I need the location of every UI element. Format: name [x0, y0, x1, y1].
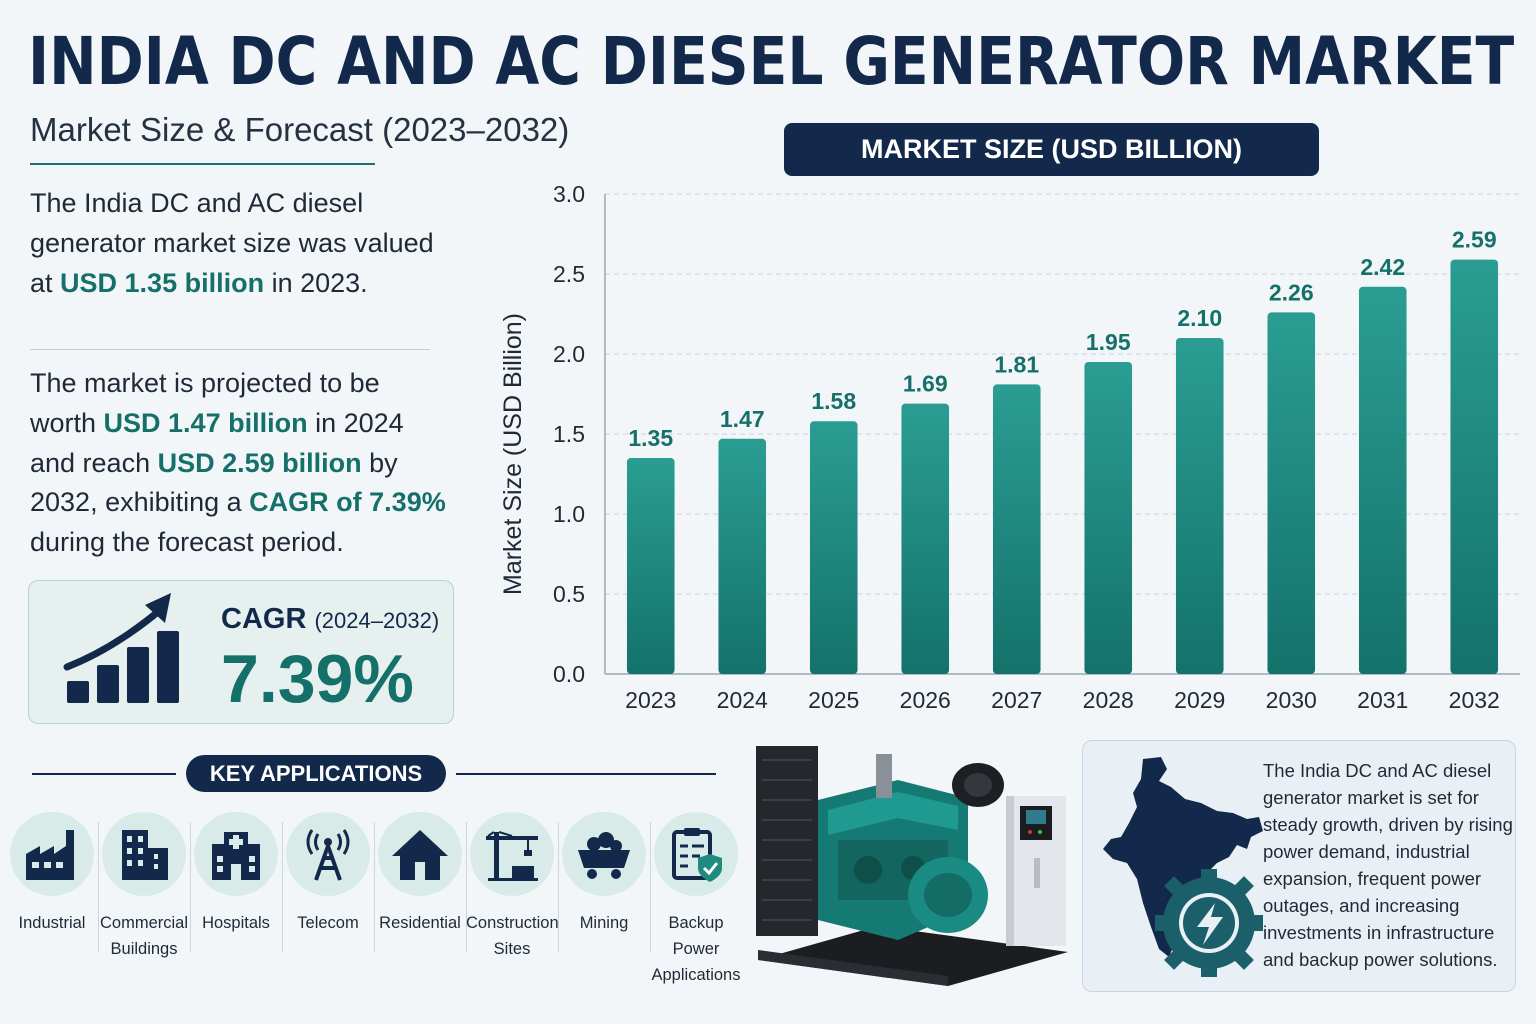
x-tick-label: 2031 [1357, 687, 1408, 713]
bar-2032 [1450, 259, 1499, 674]
application-hospitals: Hospitals [190, 812, 282, 936]
bar-2028 [1084, 362, 1133, 674]
summary-paragraph-1: The India DC and AC diesel generator mar… [30, 188, 434, 298]
bar-value-label: 2.10 [1177, 305, 1222, 331]
cagr-card: CAGR (2024–2032) 7.39% [28, 580, 454, 724]
x-tick-label: 2027 [991, 687, 1042, 713]
bar-2030 [1267, 312, 1316, 674]
summary-paragraph-2: The market is projected to be worth USD … [30, 368, 446, 558]
info-card: The India DC and AC diesel generator mar… [1082, 740, 1516, 992]
value-2024: USD 1.47 billion [103, 407, 308, 438]
x-tick-label: 2030 [1266, 687, 1317, 713]
growth-chart-icon [63, 593, 179, 703]
cagr-value: 7.39% [221, 641, 414, 717]
diesel-generator-image [756, 746, 1068, 986]
summary-divider [30, 349, 430, 350]
bar-2024 [718, 438, 767, 674]
mining-cart-icon [578, 832, 630, 879]
bar-value-label: 1.81 [994, 351, 1039, 377]
x-tick-label: 2028 [1083, 687, 1134, 713]
bar-2026 [901, 403, 950, 674]
india-map-icon [1103, 757, 1263, 977]
bar-value-label: 1.35 [628, 425, 673, 451]
app-divider [558, 822, 559, 952]
bar-value-label: 2.59 [1452, 227, 1497, 253]
page-subtitle: Market Size & Forecast (2023–2032) [30, 111, 570, 148]
bar-2027 [992, 384, 1041, 674]
y-axis-label: Market Size (USD Billion) [499, 313, 527, 595]
house-icon [392, 830, 448, 880]
application-commercial-buildings: Commercial Buildings [98, 812, 190, 962]
applications-header: KEY APPLICATIONS [186, 755, 446, 792]
applications-rule-right [456, 773, 716, 775]
y-tick-label: 2.0 [553, 341, 585, 367]
app-divider [650, 822, 651, 952]
y-tick-label: 1.0 [553, 501, 585, 527]
y-tick-label: 0.0 [553, 661, 585, 687]
bar-value-label: 1.95 [1086, 329, 1131, 355]
page-title: INDIA DC AND AC DIESEL GENERATOR MARKET [28, 23, 1515, 100]
clipboard-shield-icon [672, 828, 722, 882]
application-mining: Mining [558, 812, 650, 936]
applications-rule-left [32, 773, 176, 775]
x-tick-label: 2025 [808, 687, 859, 713]
application-construction-sites: Construction Sites [466, 812, 559, 962]
cagr-label: CAGR (2024–2032) [221, 603, 440, 635]
bar-2029 [1175, 338, 1224, 674]
y-tick-label: 3.0 [553, 181, 585, 207]
x-tick-label: 2023 [625, 687, 676, 713]
app-divider [98, 822, 99, 952]
bar-value-label: 1.69 [903, 371, 948, 397]
value-2023: USD 1.35 billion [60, 267, 265, 298]
bar-2031 [1358, 286, 1407, 674]
y-tick-label: 1.5 [553, 421, 585, 447]
bar-2023 [626, 458, 675, 674]
bar-value-label: 2.26 [1269, 279, 1314, 305]
x-tick-label: 2026 [900, 687, 951, 713]
application-industrial: Industrial [6, 812, 98, 936]
building-icon [122, 830, 168, 880]
factory-icon [26, 830, 74, 880]
hospital-icon [212, 832, 260, 880]
chart-title: MARKET SIZE (USD BILLION) [784, 123, 1319, 176]
app-divider [282, 822, 283, 952]
info-text: The India DC and AC diesel generator mar… [1263, 760, 1513, 970]
app-divider [374, 822, 375, 952]
application-residential: Residential [374, 812, 466, 936]
crane-icon [486, 831, 538, 881]
application-backup-power: Backup Power Applications [650, 812, 742, 988]
market-size-bar-chart: 0.0 0.5 1.0 1.5 2.0 2.5 3.0 Market Size (USD Bi… [499, 181, 1520, 713]
bar-2025 [809, 421, 858, 674]
y-tick-label: 2.5 [553, 261, 585, 287]
bar-value-label: 1.47 [720, 406, 765, 432]
application-telecom: Telecom [282, 812, 374, 936]
bar-value-label: 1.58 [811, 388, 856, 414]
tower-icon [306, 829, 350, 881]
x-tick-label: 2024 [717, 687, 768, 713]
x-tick-label: 2029 [1174, 687, 1225, 713]
x-tick-label: 2032 [1449, 687, 1500, 713]
cagr-text: CAGR of 7.39% [249, 487, 446, 518]
applications-list: Industrial Commercial Buildings Hospital… [6, 812, 741, 984]
value-2032: USD 2.59 billion [157, 447, 362, 478]
bar-value-label: 2.42 [1360, 254, 1405, 280]
app-divider [190, 822, 191, 952]
app-divider [466, 822, 467, 952]
y-tick-label: 0.5 [553, 581, 585, 607]
subtitle-divider [30, 163, 375, 165]
